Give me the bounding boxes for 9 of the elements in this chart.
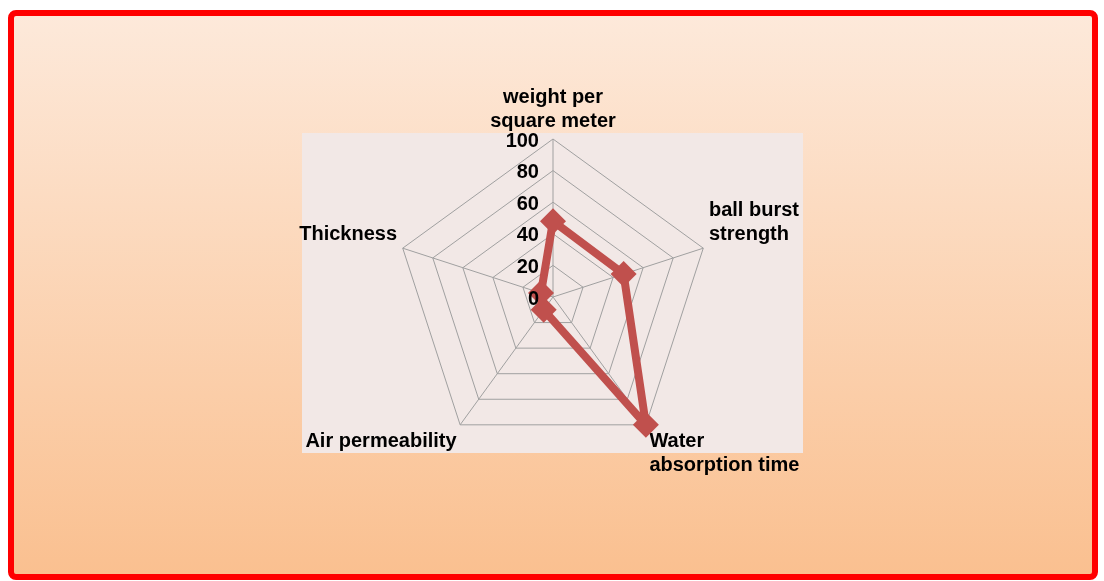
spoke-label: Air permeability [305,429,458,452]
spoke-label: weight per square meter [490,84,617,131]
spoke-label: ball burst strength [708,197,800,244]
spoke-label: Thickness [299,221,398,244]
spoke-label: Water absorption time [649,429,800,476]
y-tick-label: 20 [516,254,539,277]
y-tick-label: 80 [516,160,539,183]
y-tick-label: 60 [516,191,539,214]
y-tick-label: 40 [516,223,539,246]
